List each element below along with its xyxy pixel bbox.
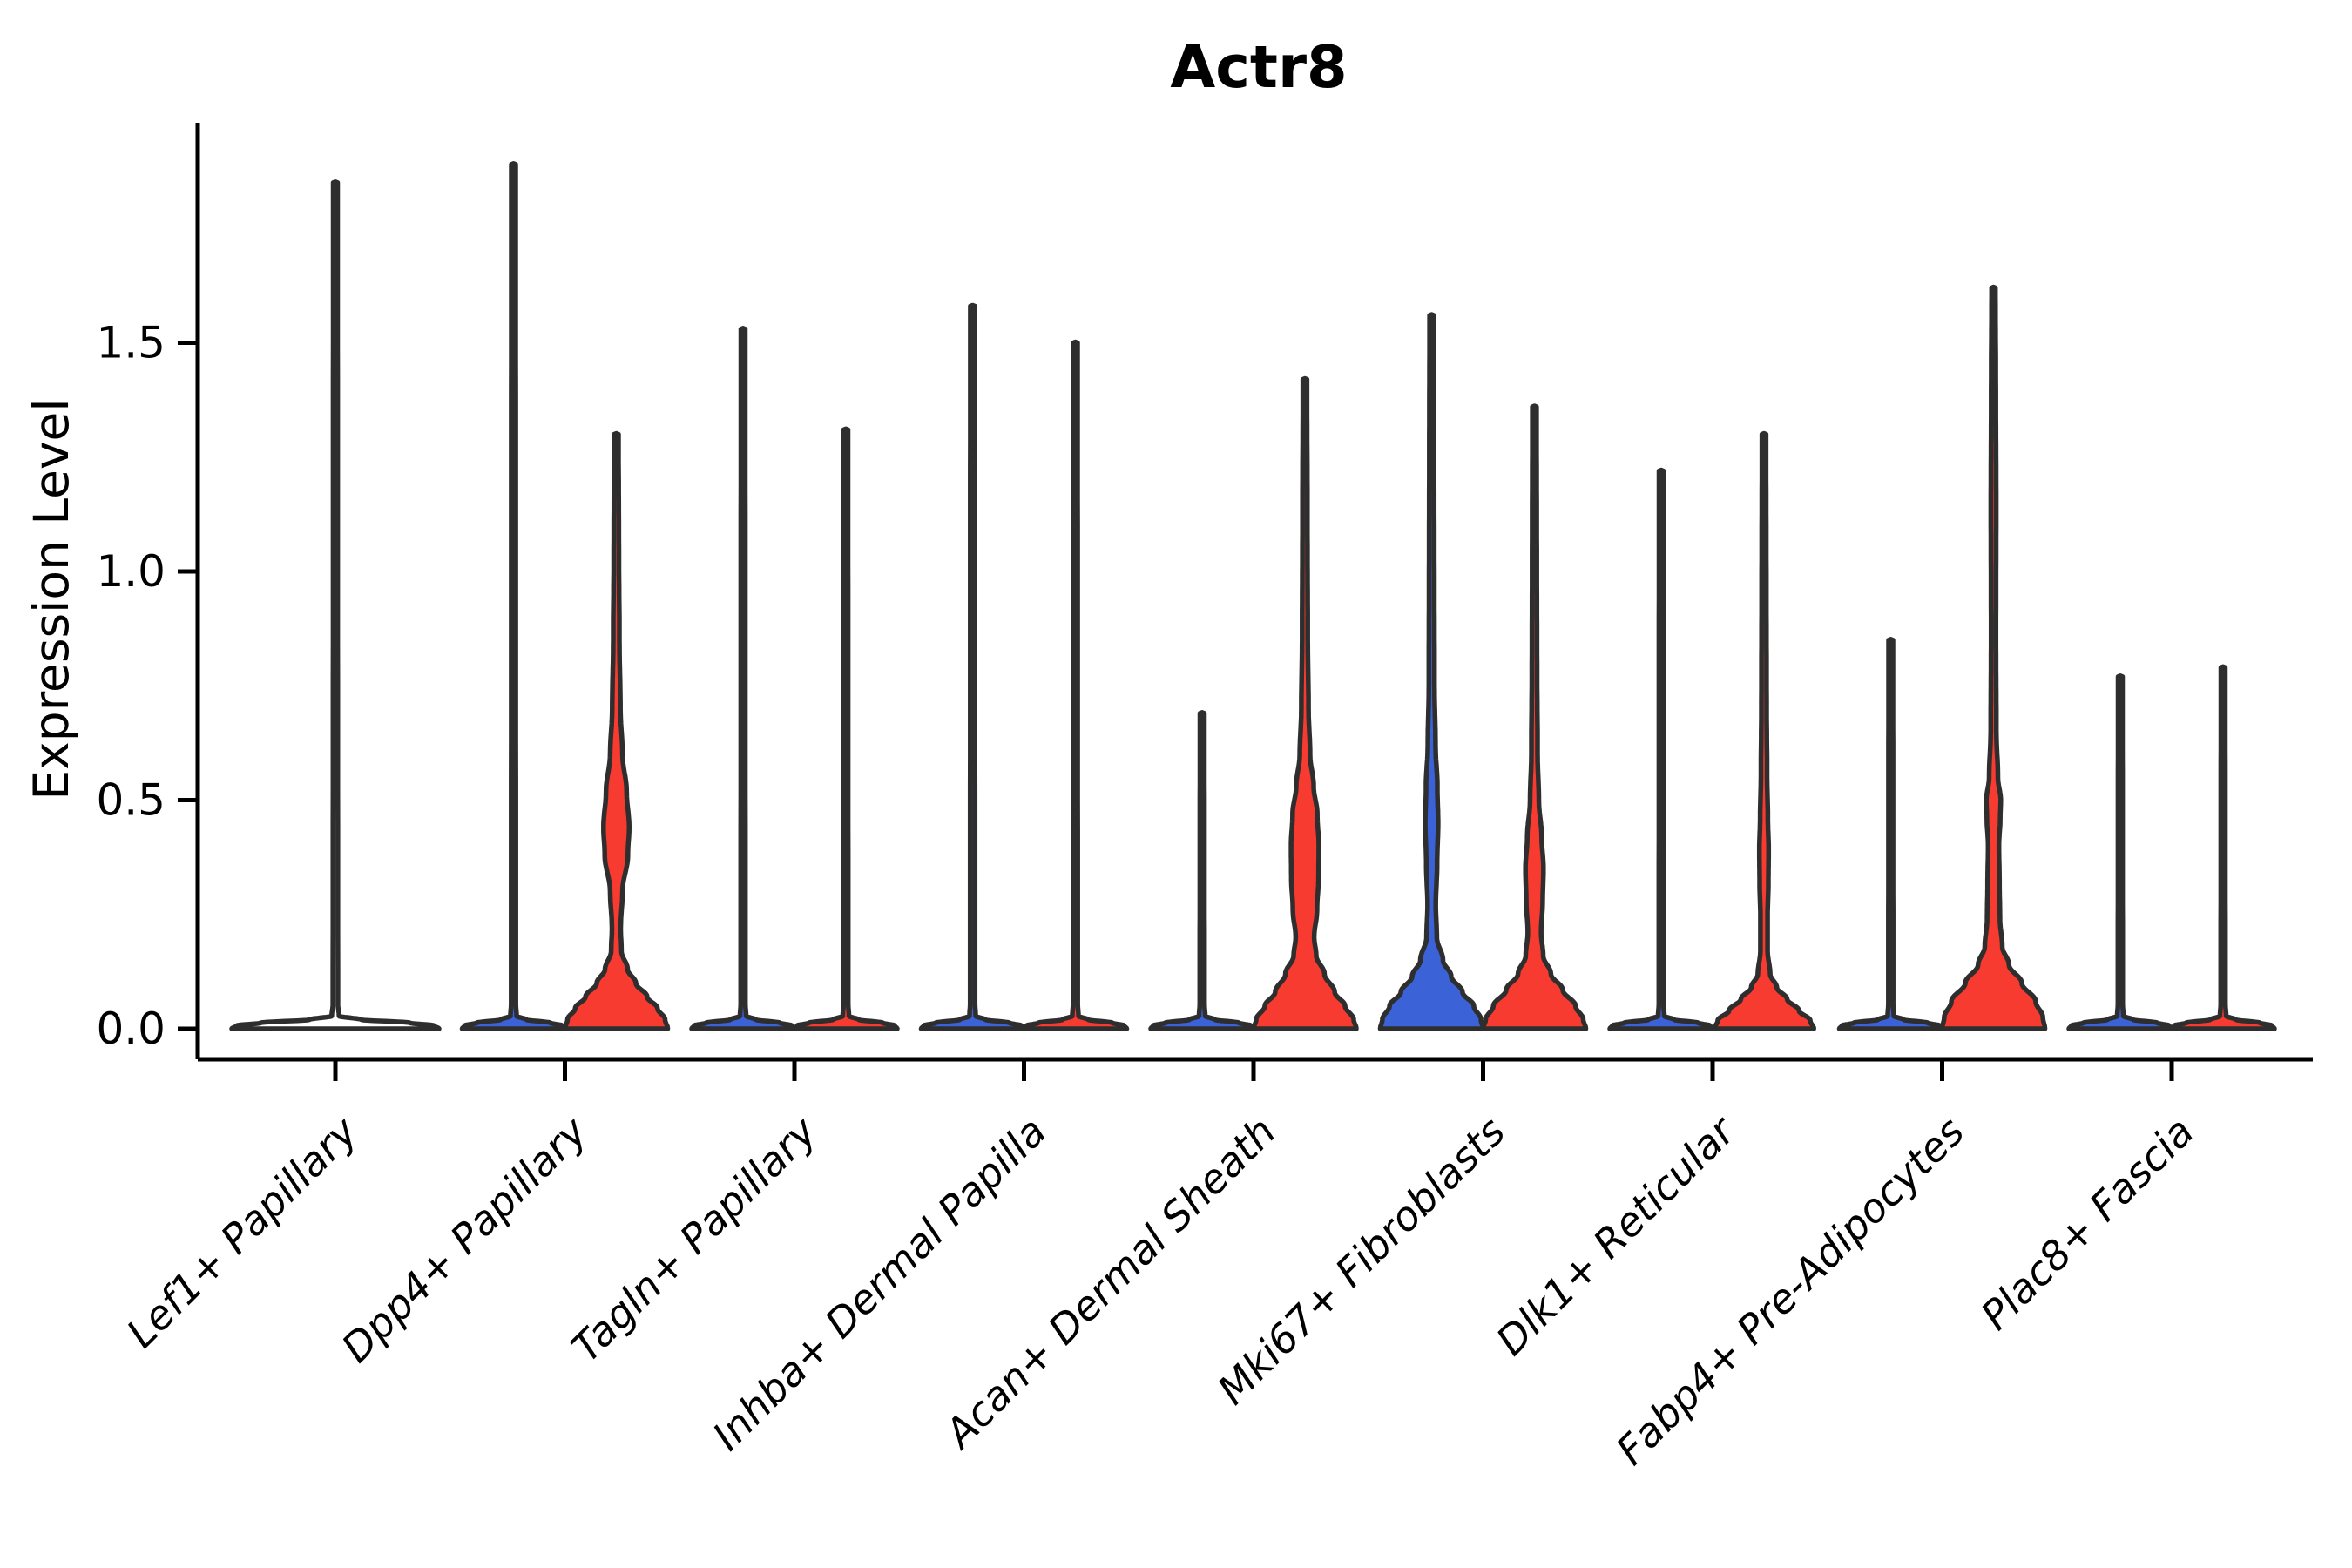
- x-tick-label-tagln-papillary: Tagln+ Papillary: [562, 1107, 826, 1371]
- violin-inhba-dermal-papilla-left: [918, 302, 1027, 1031]
- violin-mki67-fibroblasts-left: [1377, 312, 1486, 1031]
- violin-acan-dermal-sheath-left: [1148, 710, 1256, 1031]
- violin-fabp4-pre-adipocytes-right: [1939, 284, 2048, 1031]
- y-tick-label: 1.0: [96, 546, 166, 597]
- violin-fabp4-pre-adipocytes-left: [1836, 637, 1945, 1031]
- violin-mki67-fibroblasts-right: [1480, 403, 1589, 1031]
- x-tick-label-dpp4-papillary: Dpp4+ Papillary: [333, 1107, 597, 1371]
- violin-inhba-dermal-papilla-right: [1021, 339, 1130, 1031]
- violin-plac8-fascia-right: [2169, 664, 2277, 1031]
- y-axis-ticks: 0.0 0.5 1.0 1.5: [96, 318, 198, 1054]
- violin-series: [229, 161, 2277, 1031]
- y-tick-label: 0.5: [96, 775, 166, 826]
- violin-dpp4-papillary-right: [562, 430, 671, 1031]
- violin-dlk1-reticular-left: [1607, 467, 1715, 1031]
- violin-dpp4-papillary-left: [459, 161, 568, 1031]
- violin-tagln-papillary-left: [689, 326, 797, 1031]
- y-tick-label: 0.0: [96, 1004, 166, 1054]
- y-axis-label: Expression Level: [24, 398, 79, 800]
- violin-tagln-papillary-right: [792, 426, 900, 1031]
- chart-title: Actr8: [1170, 33, 1347, 101]
- violin-acan-dermal-sheath-right: [1251, 375, 1359, 1031]
- violin-lef1-papillary-full: [229, 179, 442, 1031]
- violin-plac8-fascia-left: [2066, 673, 2174, 1031]
- y-tick-label: 1.5: [96, 318, 166, 368]
- violin-dlk1-reticular-right: [1712, 430, 1816, 1031]
- x-tick-label-lef1-papillary: Lef1+ Papillary: [118, 1107, 367, 1356]
- x-tick-label-plac8-fascia: Plac8+ Fascia: [1971, 1108, 2202, 1339]
- x-tick-label-dlk1-reticular: Dlk1+ Reticular: [1487, 1105, 1746, 1364]
